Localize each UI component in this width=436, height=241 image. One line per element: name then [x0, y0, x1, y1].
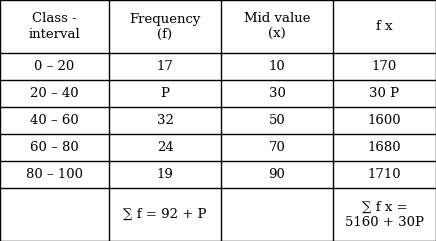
Text: 20 – 40: 20 – 40 — [30, 87, 79, 100]
Text: 30 P: 30 P — [369, 87, 399, 100]
Text: 90: 90 — [269, 168, 286, 181]
Text: 19: 19 — [157, 168, 174, 181]
Text: 24: 24 — [157, 141, 174, 154]
Text: 50: 50 — [269, 114, 286, 127]
Text: 40 – 60: 40 – 60 — [30, 114, 79, 127]
Text: 30: 30 — [269, 87, 286, 100]
Text: ∑ f x =
5160 + 30P: ∑ f x = 5160 + 30P — [345, 201, 424, 228]
Text: Mid value
(x): Mid value (x) — [244, 13, 310, 40]
Text: ∑ f = 92 + P: ∑ f = 92 + P — [123, 208, 207, 221]
Text: 1600: 1600 — [368, 114, 401, 127]
Text: 60 – 80: 60 – 80 — [30, 141, 79, 154]
Text: 1680: 1680 — [368, 141, 401, 154]
Text: 17: 17 — [157, 60, 174, 73]
Text: 0 – 20: 0 – 20 — [34, 60, 75, 73]
Text: Class -
interval: Class - interval — [29, 13, 80, 40]
Text: 10: 10 — [269, 60, 286, 73]
Text: 1710: 1710 — [368, 168, 401, 181]
Text: P: P — [160, 87, 170, 100]
Text: Frequency
(f): Frequency (f) — [129, 13, 201, 40]
Text: 80 – 100: 80 – 100 — [26, 168, 83, 181]
Text: 170: 170 — [372, 60, 397, 73]
Text: 32: 32 — [157, 114, 174, 127]
Text: f x: f x — [376, 20, 393, 33]
Text: 70: 70 — [269, 141, 286, 154]
